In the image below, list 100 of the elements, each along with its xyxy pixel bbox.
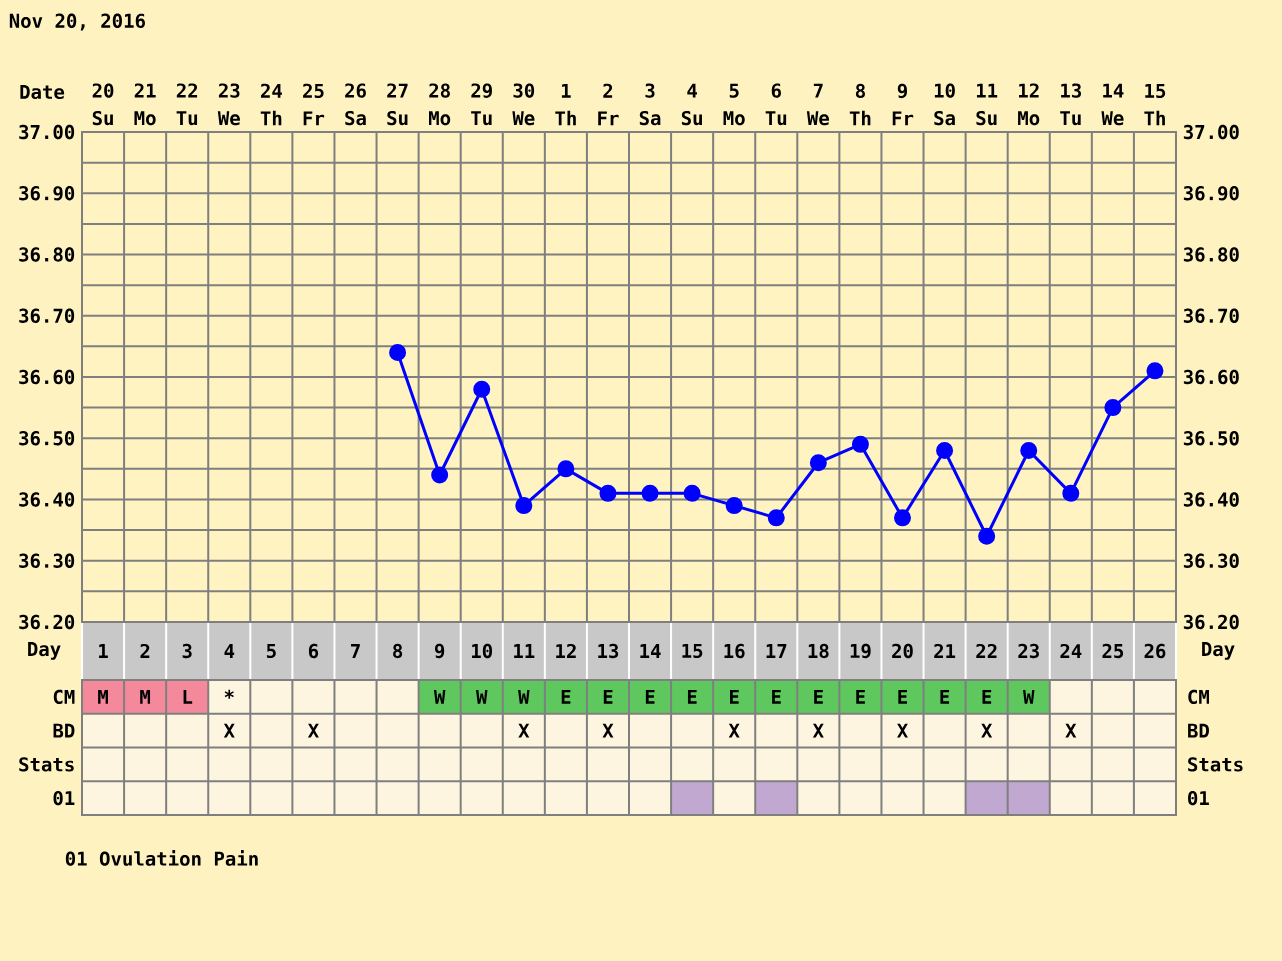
x2-tick-label: 10 Sa (934, 83, 955, 126)
x2-tick-label: 3 Sa (639, 83, 661, 126)
x2-tick-label: 29 Tu (471, 83, 492, 126)
y2-tick-label: 37.00 (1183, 124, 1239, 140)
x-tick-label: 2 (140, 643, 150, 659)
x2-tick-label: 23 We (217, 83, 240, 126)
text: W (433, 689, 446, 704)
point (389, 344, 407, 362)
text: E (982, 689, 992, 704)
text: E (687, 689, 697, 704)
text: X (602, 723, 614, 738)
x-tick-label: 13 (598, 643, 619, 659)
text: X (981, 723, 993, 738)
y2-tick-label: 36.50 (1183, 431, 1239, 446)
x-tick-label: 12 (556, 643, 576, 659)
y-tick-label: 01 (53, 790, 75, 806)
x-tick-label: 25 (1102, 643, 1124, 659)
point (1020, 442, 1038, 460)
x-tick-label: 18 (808, 643, 829, 659)
x2-tick-label: 6 Tu (765, 83, 787, 126)
text: * (224, 689, 234, 699)
x-tick-label: 7 (351, 644, 360, 658)
y2-tick-label: BD (1188, 723, 1209, 738)
x2-tick-label: 2 Fr (598, 83, 619, 126)
point (725, 497, 743, 515)
y-tick-label: 36.80 (19, 247, 75, 262)
x2-tick-label: 24 Th (260, 83, 282, 126)
text: E (898, 689, 907, 704)
point (599, 484, 617, 502)
x2-tick-label: 21 Mo (134, 83, 156, 126)
chart-title: Nov 20, 2016 (9, 13, 145, 31)
text: E (645, 689, 655, 704)
y-tick-label: CM (53, 689, 75, 705)
y2-tick-label: 36.20 (1183, 614, 1239, 630)
text: E (940, 689, 950, 704)
x2-tick-label: 30 We (512, 83, 535, 126)
y-tick-label: BD (53, 723, 75, 738)
point (683, 484, 701, 502)
x2-tick-label: 26 Sa (345, 83, 366, 126)
x2-tick-label: 4 Su (681, 83, 702, 126)
point (431, 466, 449, 484)
x2-tick-label: 13 Tu (1060, 83, 1081, 126)
x2-tick-label: 9 Fr (892, 83, 914, 126)
x-tick-label: 11 (514, 644, 535, 658)
x2-tick-label: 7 We (806, 83, 830, 126)
point (1146, 362, 1164, 380)
y-tick-label: 36.50 (19, 431, 75, 446)
y2-tick-label: 36.90 (1183, 186, 1239, 201)
text: Day (1202, 642, 1235, 660)
y2-tick-label: 36.30 (1183, 553, 1239, 568)
text: 01 Ovulation Pain (65, 850, 258, 866)
x-tick-label: 19 (850, 643, 871, 659)
x-tick-label: 5 (266, 643, 276, 659)
point (894, 509, 911, 527)
x-tick-label: 26 (1144, 643, 1166, 659)
y-tick-label: 36.90 (19, 186, 75, 201)
text: M (98, 689, 108, 704)
x2-tick-label: 5 Mo (723, 83, 745, 126)
x-tick-label: 17 (766, 644, 787, 658)
x2-tick-label: 22 Tu (176, 83, 198, 126)
x-tick-label: 22 (976, 643, 997, 659)
x-tick-label: 21 (934, 643, 956, 659)
text: E (730, 689, 739, 704)
x-tick-label: 10 (472, 643, 493, 659)
point (473, 380, 491, 398)
x-axis-title: Day (28, 642, 61, 660)
x-tick-label: 6 (308, 643, 319, 659)
text: X (223, 723, 235, 738)
x2-tick-label: 28 Mo (429, 83, 451, 126)
y-tick-label: 36.70 (19, 308, 75, 323)
text: X (518, 723, 530, 738)
text: L (183, 689, 193, 704)
y2-tick-label: 36.60 (1183, 369, 1239, 385)
x2-tick-label: 14 We (1101, 83, 1124, 126)
text: X (812, 723, 824, 738)
x-tick-label: 24 (1060, 643, 1082, 659)
x2-tick-label: 15 Th (1144, 83, 1166, 126)
x2-axis-title: Date (20, 84, 65, 100)
x-tick-label: 16 (724, 643, 745, 659)
text: X (307, 723, 319, 738)
text: W (1023, 689, 1035, 704)
y2-tick-label: CM (1188, 689, 1209, 705)
point (515, 497, 533, 515)
x2-tick-label: 25 Fr (303, 83, 325, 126)
x-tick-label: 23 (1018, 643, 1039, 659)
y-tick-label: 36.40 (19, 492, 75, 507)
x2-tick-label: 20 Su (92, 83, 114, 126)
text: E (561, 689, 571, 704)
point (809, 454, 827, 472)
y2-tick-label: 36.70 (1183, 308, 1239, 323)
text: X (1065, 723, 1077, 738)
x-tick-label: 14 (640, 644, 661, 658)
text: E (814, 689, 823, 704)
x2-tick-label: 1 Th (555, 83, 576, 126)
y2-tick-label: 36.40 (1183, 492, 1239, 507)
text: X (728, 723, 740, 738)
text: W (518, 689, 530, 704)
text: E (772, 689, 781, 704)
text: M (140, 689, 151, 704)
x2-tick-label: 8 Th (849, 83, 871, 126)
